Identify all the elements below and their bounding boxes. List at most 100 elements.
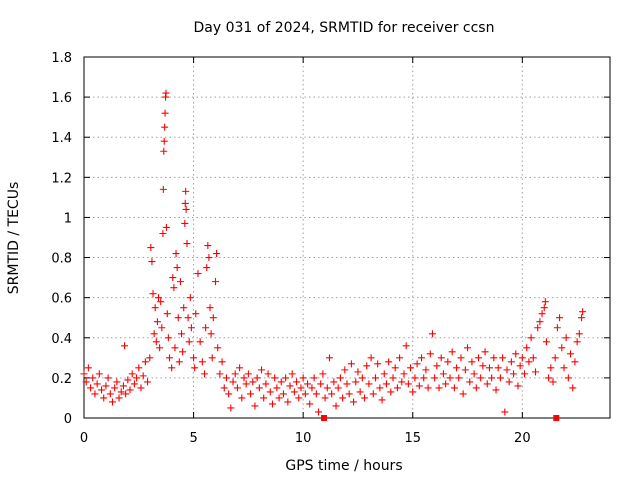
data-point (549, 378, 557, 386)
data-point (503, 366, 511, 374)
grid-lines (84, 57, 610, 418)
data-point (122, 390, 130, 398)
data-point (545, 374, 553, 382)
data-point (336, 374, 344, 382)
data-point (536, 318, 544, 326)
data-point (251, 402, 259, 410)
data-point (266, 388, 274, 396)
data-point (203, 264, 211, 272)
data-point (213, 250, 221, 258)
data-point (477, 374, 485, 382)
data-point (198, 358, 206, 366)
data-point (409, 388, 417, 396)
data-point (108, 398, 116, 406)
data-point (569, 384, 577, 392)
data-point (163, 310, 171, 318)
data-point (558, 344, 566, 352)
data-point (378, 396, 386, 404)
data-point (365, 380, 373, 388)
y-tick-label: 0.2 (51, 372, 72, 387)
data-point (293, 378, 301, 386)
data-point (171, 344, 179, 352)
data-point (466, 378, 474, 386)
data-point (304, 380, 312, 388)
data-point (468, 358, 476, 366)
data-point (180, 304, 188, 312)
data-point (521, 370, 529, 378)
data-point (158, 324, 166, 332)
data-point (363, 362, 371, 370)
data-point (347, 360, 355, 368)
data-point (207, 330, 215, 338)
data-point (115, 394, 123, 402)
data-point (87, 384, 95, 392)
data-point (146, 354, 154, 362)
data-point (174, 314, 182, 322)
data-point (464, 344, 472, 352)
data-point (233, 384, 241, 392)
data-point (400, 370, 408, 378)
data-point (260, 394, 268, 402)
data-point (172, 250, 180, 258)
data-point (551, 354, 559, 362)
data-point (106, 390, 114, 398)
data-point (391, 364, 399, 372)
data-point (380, 370, 388, 378)
data-point (319, 370, 327, 378)
data-point (183, 240, 191, 248)
data-point (216, 370, 224, 378)
data-point (205, 254, 213, 262)
data-point (512, 350, 520, 358)
data-point (444, 358, 452, 366)
data-point (164, 334, 172, 342)
data-point (312, 390, 320, 398)
data-point (308, 384, 316, 392)
data-point (175, 358, 183, 366)
data-point (413, 360, 421, 368)
data-point (490, 354, 498, 362)
data-point (147, 244, 155, 252)
data-point (422, 366, 430, 374)
data-point (437, 354, 445, 362)
data-point (374, 360, 382, 368)
data-point (376, 384, 384, 392)
data-point (247, 390, 255, 398)
y-axis-label: SRMTID / TECUs (6, 182, 22, 295)
data-point (567, 350, 575, 358)
data-point (518, 354, 526, 362)
data-point (541, 298, 549, 306)
x-tick-label: 0 (80, 431, 88, 446)
data-point (325, 354, 333, 362)
data-point (128, 370, 136, 378)
data-point (156, 344, 164, 352)
data-point (181, 219, 189, 227)
data-point (450, 384, 458, 392)
data-point (220, 384, 228, 392)
data-point (371, 374, 379, 382)
data-point (236, 364, 244, 372)
data-point (268, 400, 276, 408)
data-point (556, 314, 564, 322)
data-point (255, 384, 263, 392)
data-point (253, 374, 261, 382)
data-point (244, 370, 252, 378)
y-tick-label: 0.4 (51, 332, 72, 347)
data-point (204, 242, 212, 250)
axis-ticks: 0 0.2 0.4 0.6 0.8 1 1.2 1.4 1.6 1.8 0 5 10 15 20 (51, 51, 610, 446)
data-point (361, 394, 369, 402)
data-point (169, 274, 177, 282)
data-point (315, 408, 323, 416)
data-point (160, 137, 168, 145)
data-point (385, 358, 393, 366)
data-point (225, 390, 233, 398)
data-point (538, 310, 546, 318)
data-point (182, 187, 190, 195)
data-point (242, 380, 250, 388)
data-point (148, 258, 156, 266)
data-point (415, 382, 423, 390)
y-tick-label: 0.8 (51, 252, 72, 267)
data-point (301, 390, 309, 398)
data-point (179, 348, 187, 356)
data-point (352, 378, 360, 386)
